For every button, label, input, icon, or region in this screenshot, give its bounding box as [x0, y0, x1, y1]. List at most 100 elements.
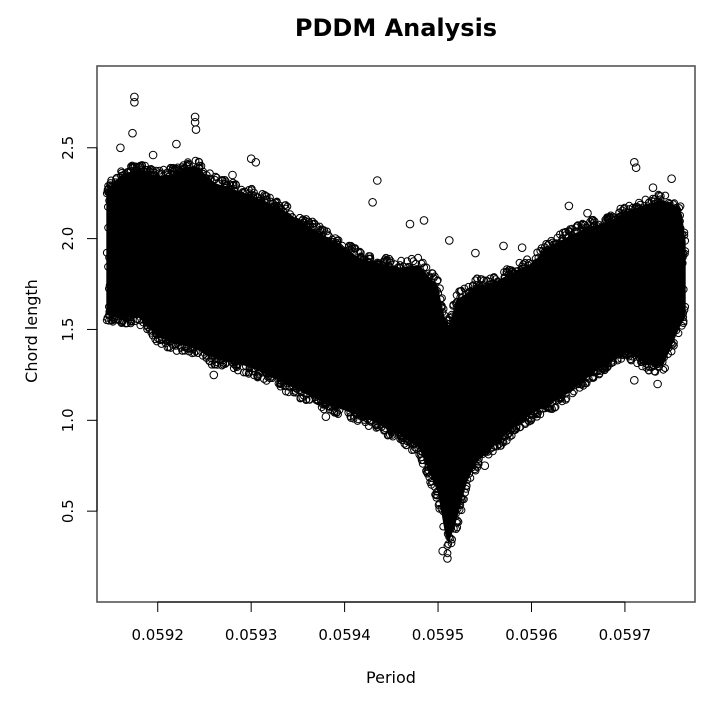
data-point	[154, 199, 162, 208]
outlier-point	[471, 248, 480, 258]
data-point	[640, 272, 648, 281]
data-point	[523, 332, 532, 341]
data-point	[578, 219, 587, 228]
data-point	[380, 426, 389, 434]
data-point	[155, 184, 164, 193]
data-point	[272, 358, 281, 367]
data-point	[131, 223, 140, 232]
data-point	[313, 314, 322, 323]
outlier-point	[148, 150, 158, 160]
data-point	[411, 259, 420, 268]
data-point	[298, 393, 307, 402]
data-point	[557, 237, 566, 246]
data-point	[480, 362, 489, 371]
data-point	[357, 411, 366, 420]
data-point	[434, 409, 442, 418]
data-point	[526, 279, 535, 288]
data-point	[282, 291, 290, 300]
data-point	[606, 294, 615, 303]
data-point	[285, 245, 294, 254]
data-point	[277, 374, 285, 383]
data-point	[458, 495, 467, 504]
data-point	[505, 357, 514, 366]
data-point	[436, 338, 445, 347]
data-point	[320, 398, 329, 407]
data-point	[403, 437, 412, 446]
data-point	[195, 158, 204, 167]
data-point	[408, 270, 417, 279]
data-point	[116, 233, 124, 242]
data-point	[166, 295, 174, 304]
data-point	[633, 334, 641, 343]
data-point	[388, 291, 397, 300]
data-point	[143, 262, 152, 271]
data-point	[625, 308, 634, 317]
y-tick-label: 1.5	[59, 318, 77, 342]
outlier-point	[443, 554, 452, 563]
data-point	[580, 226, 588, 235]
data-point	[272, 273, 280, 282]
data-point	[118, 181, 127, 190]
data-point	[588, 374, 597, 382]
data-point	[155, 208, 164, 217]
data-point	[239, 341, 248, 349]
data-point	[538, 356, 547, 365]
outlier-point	[251, 158, 261, 167]
data-point	[257, 321, 266, 330]
data-point	[155, 249, 163, 258]
data-point	[202, 248, 211, 256]
data-point	[441, 444, 450, 453]
data-point	[608, 212, 617, 221]
data-point	[535, 396, 544, 405]
data-point	[679, 285, 688, 294]
data-point	[449, 465, 458, 474]
data-point	[402, 441, 411, 450]
data-point	[173, 266, 182, 275]
data-point	[188, 349, 197, 358]
data-point	[195, 161, 204, 170]
data-point	[594, 220, 603, 229]
data-point	[302, 302, 311, 311]
data-point	[469, 302, 478, 310]
data-point	[415, 325, 424, 334]
data-point	[368, 364, 376, 373]
data-point	[342, 334, 351, 343]
data-point	[404, 362, 412, 370]
data-point	[286, 370, 295, 379]
data-point	[199, 236, 208, 245]
data-point	[606, 247, 614, 256]
data-point	[336, 297, 345, 306]
data-point	[660, 312, 669, 321]
data-point	[342, 262, 350, 271]
data-point	[274, 216, 283, 225]
data-point	[571, 293, 580, 302]
data-point	[148, 311, 156, 319]
outlier-point	[445, 236, 454, 245]
data-point	[646, 242, 654, 251]
data-point	[194, 282, 203, 290]
data-point	[104, 182, 112, 190]
data-point	[124, 234, 133, 243]
data-point	[377, 417, 386, 426]
data-point	[139, 194, 148, 202]
data-point	[477, 300, 486, 309]
data-point	[213, 292, 222, 301]
data-point	[133, 181, 141, 190]
data-point	[451, 389, 460, 398]
data-point	[468, 463, 477, 472]
data-point	[508, 424, 517, 433]
data-point	[629, 346, 637, 355]
data-point	[583, 328, 591, 337]
data-point	[390, 265, 399, 274]
data-point	[420, 399, 429, 408]
data-point	[565, 311, 574, 320]
data-point	[579, 381, 588, 390]
data-point	[394, 383, 403, 392]
data-point	[132, 162, 141, 171]
data-point	[677, 253, 685, 262]
data-point	[344, 325, 353, 334]
data-point	[409, 257, 418, 266]
data-point	[527, 308, 536, 317]
data-point	[468, 377, 477, 386]
data-point	[273, 213, 282, 221]
